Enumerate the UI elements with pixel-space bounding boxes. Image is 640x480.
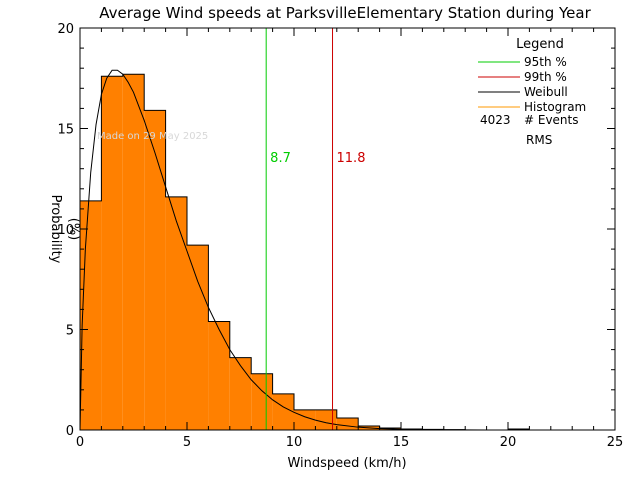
percentile-label-1: 11.8 bbox=[337, 151, 366, 166]
legend-label-weibull: Weibull bbox=[524, 85, 568, 99]
x-tick-label: 0 bbox=[76, 435, 84, 450]
legend: Legend 95th % 99th % Weibull Histogram 4… bbox=[478, 37, 586, 147]
axis-ticks: 0 5 10 15 20 25 0 5 10 15 20 bbox=[57, 22, 623, 450]
x-axis-label: Windspeed (km/h) bbox=[287, 456, 406, 471]
chart-title: Average Wind speeds at ParksvilleElement… bbox=[99, 4, 591, 22]
histogram-bar bbox=[101, 76, 123, 431]
histogram-bar bbox=[187, 245, 209, 430]
legend-label-95th: 95th % bbox=[524, 55, 567, 69]
histogram-bar bbox=[272, 393, 294, 430]
histogram-bar bbox=[208, 321, 230, 430]
y-tick-label: 5 bbox=[66, 324, 74, 339]
histogram-bar bbox=[336, 417, 359, 430]
x-tick-label: 15 bbox=[393, 435, 410, 450]
y-tick-label: 15 bbox=[57, 123, 74, 138]
legend-label-99th: 99th % bbox=[524, 70, 567, 84]
histogram-bar bbox=[229, 357, 252, 430]
histogram-bar bbox=[144, 110, 166, 430]
y-axis-label-line-2: (%) bbox=[66, 218, 81, 241]
percentile-label-0: 8.7 bbox=[270, 151, 291, 166]
y-axis-label-line-1: Probability bbox=[48, 195, 63, 264]
weibull-curve bbox=[79, 69, 530, 431]
histogram-bar bbox=[251, 373, 273, 430]
histogram-bar bbox=[315, 409, 337, 430]
histogram-bar bbox=[294, 409, 316, 430]
x-tick-label: 20 bbox=[500, 435, 517, 450]
legend-label-histogram: Histogram bbox=[524, 100, 586, 114]
made-on-annotation: Made on 29 May 2025 bbox=[97, 131, 208, 142]
histogram-layer bbox=[79, 73, 530, 431]
y-tick-label: 0 bbox=[66, 424, 74, 439]
histogram-bar bbox=[122, 74, 145, 430]
histogram-bar bbox=[80, 200, 102, 430]
x-tick-label: 25 bbox=[607, 435, 624, 450]
legend-events-count: 4023 bbox=[480, 113, 511, 127]
percentile-layer: 8.7 11.8 bbox=[265, 28, 366, 430]
x-tick-label: 5 bbox=[183, 435, 191, 450]
legend-title: Legend bbox=[516, 37, 564, 52]
y-tick-label: 20 bbox=[57, 22, 74, 37]
histogram-bar bbox=[165, 196, 187, 430]
y-tick-label: 10 bbox=[57, 223, 74, 238]
legend-events-label: # Events bbox=[524, 113, 579, 127]
x-tick-label: 10 bbox=[286, 435, 303, 450]
y-axis-label-group: Probability (%) bbox=[48, 195, 81, 264]
legend-rms-label: RMS bbox=[526, 133, 552, 147]
weibull-layer bbox=[79, 69, 530, 431]
